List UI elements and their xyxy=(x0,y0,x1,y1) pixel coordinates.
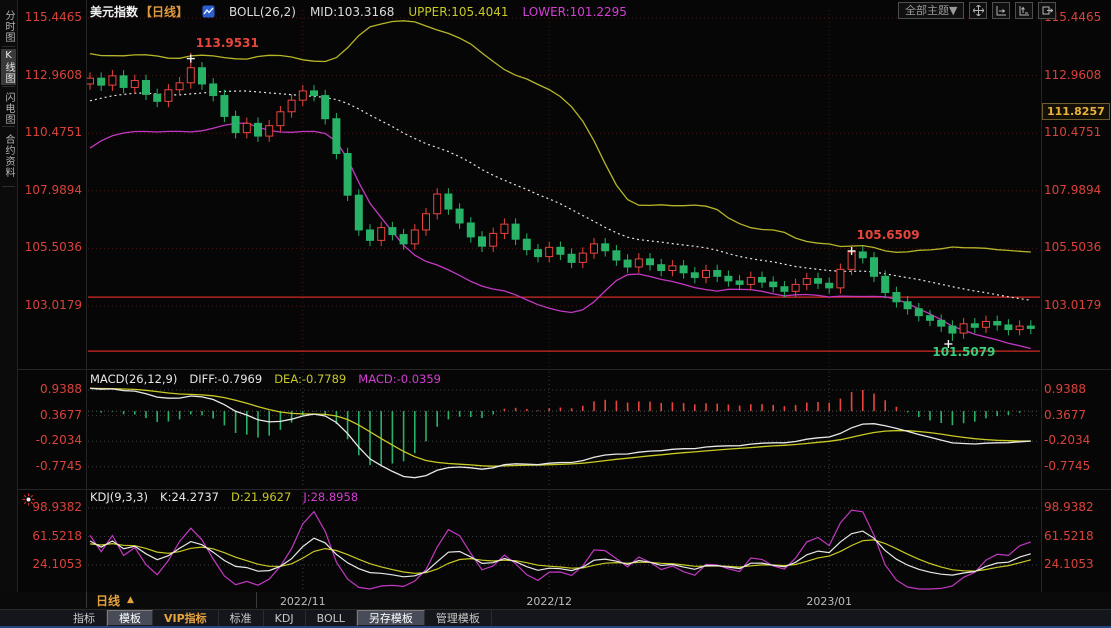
toolbar-tab-5[interactable]: KDJ xyxy=(264,610,306,626)
kdj-header: KDJ(9,3,3) K:24.2737 D:21.9627 J:28.8958 xyxy=(90,490,358,504)
main-axis-tick-right: 105.5036 xyxy=(1044,240,1102,255)
chart-header: 美元指数 【日线】 BOLL(26,2) MID:103.3168 UPPER:… xyxy=(90,3,627,20)
main-axis-tick-right: 110.4751 xyxy=(1044,125,1102,140)
symbol-name: 美元指数 xyxy=(90,5,139,19)
macd-axis-tick-right: -0.2034 xyxy=(1044,433,1091,448)
pane-separator-macd-kdj xyxy=(0,489,1111,490)
plot-right-border xyxy=(1041,0,1042,592)
pane-separator-main-macd xyxy=(0,369,1111,370)
theme-dropdown[interactable]: 全部主题▼ xyxy=(898,2,965,19)
low-price-annotation: 101.5079 xyxy=(932,344,996,359)
header-controls: 全部主题▼ xyxy=(898,2,1057,19)
plot-left-border xyxy=(86,0,87,592)
kdj-axis-tick-right: 24.1053 xyxy=(1044,557,1094,571)
x-axis-month-label: 2022/11 xyxy=(279,595,326,608)
sidebar-separator xyxy=(2,46,15,47)
high-price-annotation: 105.6509 xyxy=(856,227,920,242)
macd-diff-value: DIFF:-0.7969 xyxy=(189,372,263,386)
kdj-axis-tick-left: 61.5218 xyxy=(32,528,82,543)
sidebar-item-3[interactable]: 闪电图 xyxy=(3,91,14,125)
sidebar-separator xyxy=(2,126,15,127)
pan-icon[interactable] xyxy=(969,2,988,19)
pop-out-icon[interactable] xyxy=(1038,2,1057,19)
x-axis-month-label: 2023/01 xyxy=(806,595,853,608)
toolbar-tab-3[interactable]: VIP指标 xyxy=(153,610,219,626)
period-selector[interactable]: 日线 ▲ xyxy=(86,592,257,608)
bottom-toolbar: 指标 模板 VIP指标 标准 KDJ BOLL 另存模板 管理模板 xyxy=(0,610,1111,628)
sidebar-separator xyxy=(2,86,15,87)
toolbar-tab-8[interactable]: 管理模板 xyxy=(425,610,492,626)
main-axis-tick-left: 107.9894 xyxy=(24,182,82,197)
toolbar-tab-4[interactable]: 标准 xyxy=(219,610,264,626)
fit-width-icon[interactable] xyxy=(992,2,1011,19)
toolbar-tab-1[interactable]: 指标 xyxy=(62,610,107,626)
macd-axis-tick-right: 0.3677 xyxy=(1044,407,1086,422)
triangle-up-icon: ▲ xyxy=(127,595,134,605)
price-tag: 111.8257 xyxy=(1042,103,1110,120)
kdj-axis-tick-left: 98.9382 xyxy=(32,500,82,514)
sidebar-item-4[interactable]: 合约资料 xyxy=(3,134,14,178)
toolbar-tab-6[interactable]: BOLL xyxy=(306,610,357,626)
macd-axis-tick-left: -0.7745 xyxy=(35,458,82,473)
macd-header: MACD(26,12,9) DIFF:-0.7969 DEA:-0.7789 M… xyxy=(90,372,441,386)
high-price-annotation: 113.9531 xyxy=(195,35,259,50)
fit-height-icon[interactable] xyxy=(1015,2,1034,19)
boll-mid-value: MID:103.3168 xyxy=(309,4,395,19)
sidebar-separator xyxy=(2,186,15,187)
kdj-param-label: KDJ(9,3,3) xyxy=(90,490,149,504)
main-axis-tick-left: 110.4751 xyxy=(24,125,82,140)
boll-upper-value: UPPER:105.4041 xyxy=(408,4,509,19)
kdj-axis-tick-right: 98.9382 xyxy=(1044,500,1094,514)
kdj-j-value: J:28.8958 xyxy=(303,490,359,504)
main-axis-tick-left: 112.9608 xyxy=(24,67,82,82)
macd-axis-tick-left: 0.3677 xyxy=(40,407,82,422)
kdj-k-value: K:24.2737 xyxy=(160,490,220,504)
main-axis-tick-left: 103.0179 xyxy=(24,297,82,312)
sidebar-item-2[interactable]: K线图 xyxy=(1,49,16,85)
period-label: 日线 xyxy=(96,593,121,608)
kdj-axis-tick-right: 61.5218 xyxy=(1044,528,1094,543)
x-axis-month-label: 2022/12 xyxy=(526,595,573,608)
macd-axis-tick-left: -0.2034 xyxy=(35,433,82,448)
macd-macd-value: MACD:-0.0359 xyxy=(358,372,442,386)
alarm-icon[interactable] xyxy=(22,491,35,510)
indicator-icon xyxy=(202,5,215,18)
main-axis-tick-right: 103.0179 xyxy=(1044,297,1102,312)
macd-param-label: MACD(26,12,9) xyxy=(90,372,178,386)
macd-axis-tick-left: 0.9388 xyxy=(40,382,82,396)
main-axis-tick-right: 107.9894 xyxy=(1044,182,1102,197)
sidebar-item-1[interactable]: 分时图 xyxy=(3,9,14,43)
main-axis-tick-right: 112.9608 xyxy=(1044,67,1102,82)
main-axis-tick-left: 115.4465 xyxy=(24,10,82,24)
x-axis-row: 日线 ▲ xyxy=(0,592,1111,610)
kdj-d-value: D:21.9627 xyxy=(231,490,292,504)
macd-dea-value: DEA:-0.7789 xyxy=(274,372,347,386)
main-axis-tick-right: 115.4465 xyxy=(1044,10,1102,24)
period-tag: 【日线】 xyxy=(140,5,189,19)
boll-param-label: BOLL(26,2) xyxy=(229,4,296,19)
left-sidebar: 分时图 K线图闪电图合约资料 xyxy=(0,0,18,592)
macd-axis-tick-right: -0.7745 xyxy=(1044,458,1091,473)
toolbar-tab-7[interactable]: 另存模板 xyxy=(356,610,425,626)
kdj-axis-tick-left: 24.1053 xyxy=(32,557,82,571)
boll-lower-value: LOWER:101.2295 xyxy=(522,4,627,19)
main-axis-tick-left: 105.5036 xyxy=(24,240,82,255)
toolbar-tab-2[interactable]: 模板 xyxy=(107,610,153,626)
macd-axis-tick-right: 0.9388 xyxy=(1044,382,1086,396)
